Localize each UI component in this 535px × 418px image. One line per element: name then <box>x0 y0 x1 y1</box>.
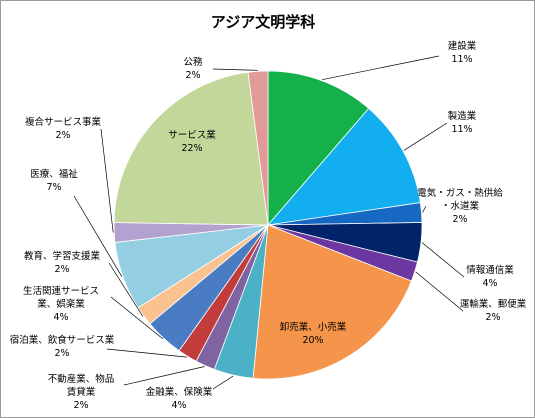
pie-slice <box>252 224 412 380</box>
data-label: 卸売業、小売業 20% <box>280 321 347 346</box>
data-label: 宿泊業、飲食サービス業 2% <box>10 334 115 359</box>
data-labels-layer: 建設業 11% 製造業 11% 電気・ガス・熱供給・水道業 2% 情報通信業 4% 運輸業、郵便… <box>10 40 527 411</box>
pie-slice <box>113 71 269 226</box>
data-label: 生活関連サービス業、娯楽業 4% <box>23 285 99 323</box>
leader-line <box>403 122 448 151</box>
pie-slice <box>267 70 370 227</box>
data-label: 金融業、保険業 4% <box>146 386 213 411</box>
pie-slice <box>266 107 421 226</box>
data-label: サービス業 22% <box>168 129 216 154</box>
data-label: 不動産業、物品賃貸業 2% <box>48 373 115 411</box>
leader-line <box>106 348 187 358</box>
leader-line <box>422 205 427 213</box>
data-label: 電気・ガス・熱供給・水道業 2% <box>417 187 503 225</box>
leader-line <box>415 271 464 312</box>
data-label: 医療、福祉 7% <box>30 168 78 193</box>
leader-line <box>108 262 144 317</box>
leader-line <box>123 366 205 386</box>
data-label: 複合サービス事業 2% <box>25 116 102 141</box>
leader-line <box>100 128 114 233</box>
leader-line <box>110 296 164 340</box>
data-label: 製造業 11% <box>448 110 477 135</box>
slices-layer <box>113 70 423 380</box>
leader-line <box>421 242 465 278</box>
leader-line <box>212 375 234 390</box>
data-label: 運輸業、郵便業 2% <box>460 298 527 323</box>
leader-line <box>212 68 259 71</box>
data-label: 公務 2% <box>183 56 203 81</box>
pie-slice <box>247 70 269 226</box>
leader-line <box>322 55 440 81</box>
data-label: 建設業 11% <box>448 40 477 65</box>
chart-title: アジア文明学科 <box>211 13 315 31</box>
leader-lines-layer <box>73 55 465 390</box>
leader-line <box>73 195 123 277</box>
data-label: 情報通信業 4% <box>466 264 514 289</box>
data-label: 教育、学習支援業 2% <box>24 250 101 275</box>
